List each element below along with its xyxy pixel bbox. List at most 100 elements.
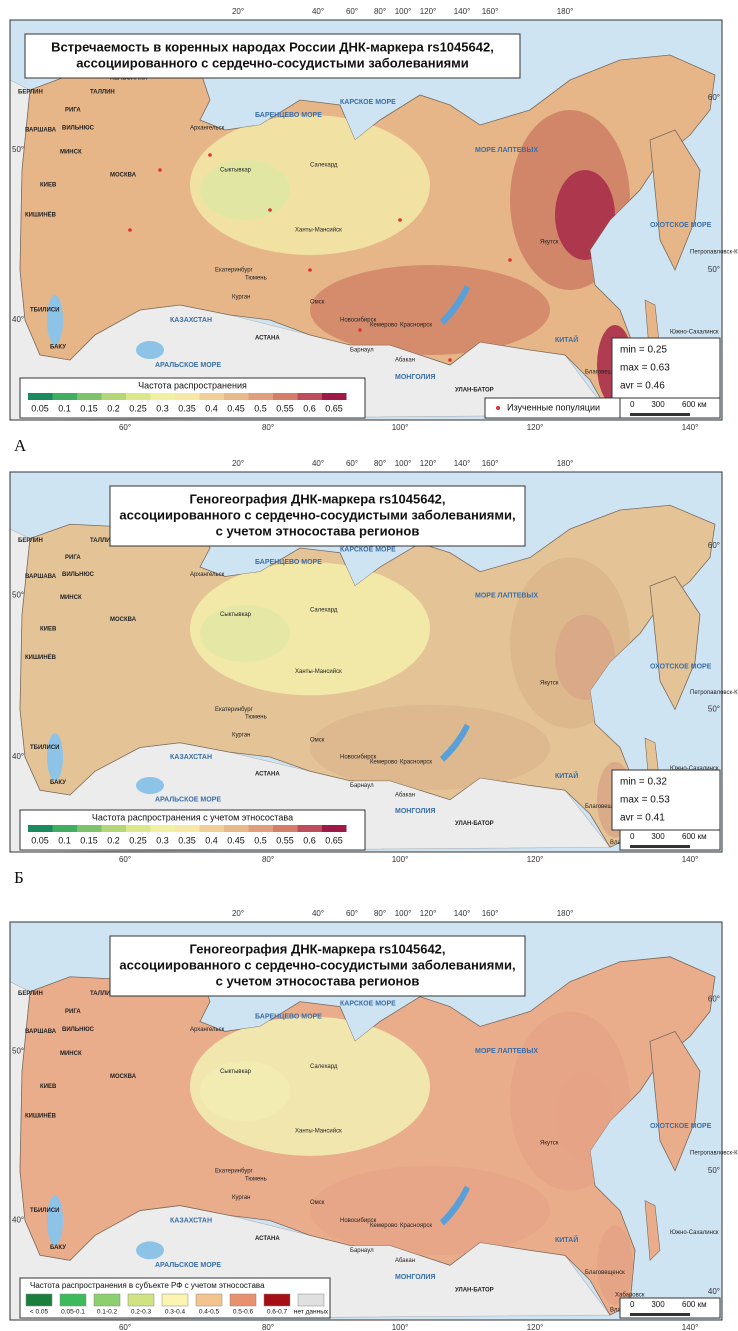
legend-label: 0.05 [31,403,49,413]
legend-swatch [101,825,126,832]
map-label: Архангельск [190,572,225,578]
lon-label: 60° [346,909,358,918]
lon-label: 80° [374,459,386,468]
map-label: АРАЛЬСКОЕ МОРЕ [155,797,221,804]
legend-swatch [77,393,102,400]
legend-swatch [297,825,322,832]
lon-label: 80° [374,7,386,16]
population-point [158,168,162,172]
scale-label: 300 [651,1300,665,1309]
zone-top [597,1225,633,1306]
land-kamchatka [649,1030,701,1172]
title-line: Геногеография ДНК-маркера rs1045642, [189,491,445,506]
map-label: Курган [232,733,250,739]
map-label: Ханты-Мансийск [295,1128,342,1135]
map-label: Омск [310,300,325,306]
map-label: Сыктывкар [220,612,252,618]
lat-label: 50° [12,591,24,600]
lon-label: 140° [454,7,471,16]
map-label: БАРЕНЦЕВО МОРЕ [255,112,322,119]
russia [19,54,716,416]
lon-label: 80° [374,909,386,918]
map-label: Екатеринбург [215,1168,254,1174]
legend-swatch [229,1293,257,1307]
map-label: АСТАНА [255,1236,280,1242]
land-kamchatka [649,129,701,271]
lon-label: 60° [119,855,131,864]
lon-label: 100° [395,909,412,918]
frame [9,921,723,1321]
stats-line: min = 0.32 [620,777,667,788]
land-sakhalin [644,1200,661,1261]
map-label: УЛАН-БАТОР [455,1288,494,1294]
legend-swatch [101,393,126,400]
legend-swatch [322,393,347,400]
map-label: ВАРШАВА [25,1029,57,1035]
lon-label: 20° [232,459,244,468]
legend-swatch [59,1293,87,1307]
title-box [109,935,526,997]
lat-label: 40° [708,1287,720,1296]
legend-swatch [224,393,249,400]
map-label: Якутск [540,1140,559,1146]
legend-swatch [150,825,175,832]
map-label: АРАЛЬСКОЕ МОРЕ [155,362,221,369]
map-label: МОНГОЛИЯ [395,1274,435,1281]
map-label: РИГА [65,108,81,114]
map-label: Петропавловск-Камчатский [690,249,738,256]
map-label: ТБИЛИСИ [30,745,59,751]
lon-label: 180° [557,459,574,468]
population-point [448,358,452,362]
frame [9,471,723,853]
map-label: МОРЕ ЛАПТЕВЫХ [475,592,538,599]
map-label: Екатеринбург [215,707,254,713]
lake-baikal [440,1185,470,1226]
map-label: КАЗАХСТАН [170,1217,212,1224]
legend-swatch [263,1293,291,1307]
map-label: БЕРЛИН [18,90,43,96]
scale-label: 0 [630,400,635,409]
legend-label: 0.45 [227,403,245,413]
legend-swatch [127,1293,155,1307]
map-label: БЕРЛИН [18,991,43,997]
legend-label: 0.1 [58,403,71,413]
title-line: ассоциированного с сердечно-сосудистыми … [119,957,515,972]
map-label: КИЕВ [40,626,57,632]
legend-swatch [28,393,53,400]
legend-label: 0.3 [156,835,169,845]
legend-label: 0.6 [303,835,316,845]
zone-mid [190,562,430,696]
map-label: Салехард [310,1064,338,1070]
aral-sea [136,1241,164,1260]
legend-swatch [175,825,200,832]
map-label: МОСКВА [110,1074,137,1080]
map-label: КИТАЙ [555,335,578,344]
legend-label: 0.3 [156,403,169,413]
lon-label: 100° [395,7,412,16]
map-label: ТАЛЛИН [90,991,115,997]
map-label: Якутск [540,680,559,686]
map-label: КИТАЙ [555,771,578,780]
lat-label: 40° [12,315,24,324]
lon-label: 180° [557,909,574,918]
lon-label: 40° [312,909,324,918]
lat-label: 60° [708,995,720,1004]
map-label: Ханты-Мансийск [295,227,342,234]
map-label: ТБИЛИСИ [30,1208,59,1214]
lon-label: 40° [312,459,324,468]
lon-label: 120° [527,1323,544,1331]
legend-swatch [322,825,347,832]
map-label: Барнаул [350,783,374,789]
scale-label: 0 [630,832,635,841]
stats-line: avr = 0.41 [620,813,665,824]
population-point [268,208,272,212]
legend-swatch [93,1293,121,1307]
map-panel: БЕРЛИНХЕЛЬСИНКИТАЛЛИНРИГАВИЛЬНЮСМИНСКВАР… [9,909,738,1331]
title-line: с учетом этносостава регионов [216,523,420,538]
scale-label: 300 [651,832,665,841]
legend-label: < 0.05 [30,1309,49,1316]
zone-high [310,265,550,355]
stats-box [611,769,721,831]
lon-label: 140° [682,423,699,432]
panel-letter: Б [14,868,24,887]
